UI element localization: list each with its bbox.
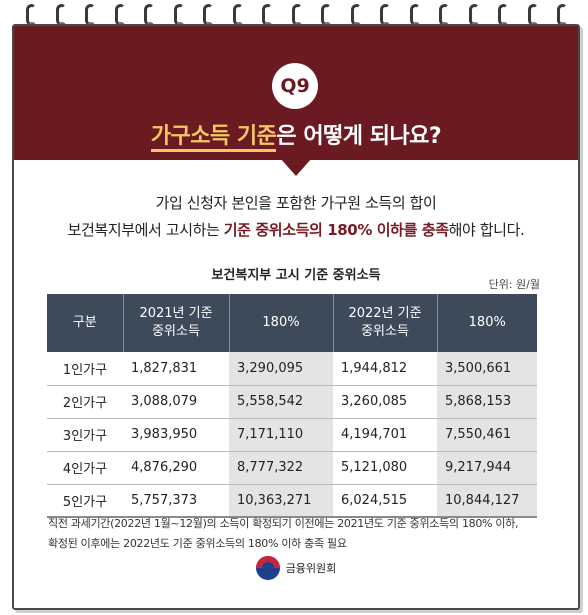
intro-emphasis: 기준 중위소득의 180% 이하를 충족 xyxy=(224,221,449,239)
intro-line-1: 가입 신청자 본인을 포함한 가구원 소득의 합이 xyxy=(14,190,578,217)
footnote-line-2: 확정된 이후에는 2022년도 기준 중위소득의 180% 이하 충족 필요 xyxy=(48,534,548,554)
footnote: 직전 과세기간(2022년 1월~12월)의 소득이 확정되기 이전에는 202… xyxy=(48,514,548,554)
income-value-cell: 5,868,153 xyxy=(437,385,537,418)
table-header-cell: 구분 xyxy=(47,294,123,352)
taegeuk-emblem-icon xyxy=(256,556,280,580)
table-header-cell: 2022년 기준 중위소득 xyxy=(333,294,437,352)
income-value-cell: 3,983,950 xyxy=(123,418,229,451)
table-header-cell: 180% xyxy=(437,294,537,352)
headline-rest: 은 어떻게 되나요? xyxy=(276,124,441,149)
info-card: Q9 가구소득 기준은 어떻게 되나요? 가입 신청자 본인을 포함한 가구원 … xyxy=(12,24,580,610)
header-pointer xyxy=(280,158,312,176)
income-value-cell: 8,777,322 xyxy=(229,451,333,484)
income-value-cell: 3,260,085 xyxy=(333,385,437,418)
org-logo: 금융위원회 xyxy=(14,556,578,580)
income-value-cell: 5,757,373 xyxy=(123,484,229,517)
income-value-cell: 5,121,080 xyxy=(333,451,437,484)
table-row: 2인가구 3,088,079 5,558,542 3,260,085 5,868,153 xyxy=(47,385,537,418)
question-badge: Q9 xyxy=(272,63,318,109)
table-row: 4인가구 4,876,290 8,777,322 5,121,080 9,217,944 xyxy=(47,451,537,484)
intro-line-2-pre: 보건복지부에서 고시하는 xyxy=(68,221,224,239)
income-table: 구분 2021년 기준 중위소득 180% 2022년 기준 중위소득 180% 1인가구 1… xyxy=(47,294,537,518)
table-header-cell: 2021년 기준 중위소득 xyxy=(123,294,229,352)
headline-highlight: 가구소득 기준 xyxy=(151,124,277,152)
household-size-cell: 1인가구 xyxy=(47,352,123,385)
income-value-cell: 4,876,290 xyxy=(123,451,229,484)
intro-text: 가입 신청자 본인을 포함한 가구원 소득의 합이 보건복지부에서 고시하는 기… xyxy=(14,190,578,244)
income-value-cell: 1,944,812 xyxy=(333,352,437,385)
table-row: 5인가구 5,757,373 10,363,271 6,024,515 10,844,1… xyxy=(47,484,537,517)
income-value-cell: 4,194,701 xyxy=(333,418,437,451)
income-value-cell: 9,217,944 xyxy=(437,451,537,484)
header-banner: Q9 가구소득 기준은 어떻게 되나요? xyxy=(14,26,578,160)
income-value-cell: 1,827,831 xyxy=(123,352,229,385)
income-value-cell: 10,363,271 xyxy=(229,484,333,517)
income-value-cell: 7,171,110 xyxy=(229,418,333,451)
household-size-cell: 3인가구 xyxy=(47,418,123,451)
household-size-cell: 5인가구 xyxy=(47,484,123,517)
table-header-cell: 180% xyxy=(229,294,333,352)
income-value-cell: 5,558,542 xyxy=(229,385,333,418)
table-header-row: 구분 2021년 기준 중위소득 180% 2022년 기준 중위소득 180% xyxy=(47,294,537,352)
income-value-cell: 3,290,095 xyxy=(229,352,333,385)
org-name: 금융위원회 xyxy=(286,560,337,576)
income-value-cell: 3,500,661 xyxy=(437,352,537,385)
headline: 가구소득 기준은 어떻게 되나요? xyxy=(14,118,578,150)
intro-line-2: 보건복지부에서 고시하는 기준 중위소득의 180% 이하를 충족해야 합니다. xyxy=(14,217,578,244)
income-value-cell: 7,550,461 xyxy=(437,418,537,451)
unit-label: 단위: 원/월 xyxy=(489,276,540,292)
income-value-cell: 10,844,127 xyxy=(437,484,537,517)
intro-line-2-post: 해야 합니다. xyxy=(449,221,525,239)
income-value-cell: 3,088,079 xyxy=(123,385,229,418)
table-row: 3인가구 3,983,950 7,171,110 4,194,701 7,550,461 xyxy=(47,418,537,451)
table-body: 1인가구 1,827,831 3,290,095 1,944,812 3,500,661… xyxy=(47,352,537,517)
household-size-cell: 4인가구 xyxy=(47,451,123,484)
household-size-cell: 2인가구 xyxy=(47,385,123,418)
table-row: 1인가구 1,827,831 3,290,095 1,944,812 3,500,661 xyxy=(47,352,537,385)
footnote-line-1: 직전 과세기간(2022년 1월~12월)의 소득이 확정되기 이전에는 202… xyxy=(48,514,548,534)
income-value-cell: 6,024,515 xyxy=(333,484,437,517)
